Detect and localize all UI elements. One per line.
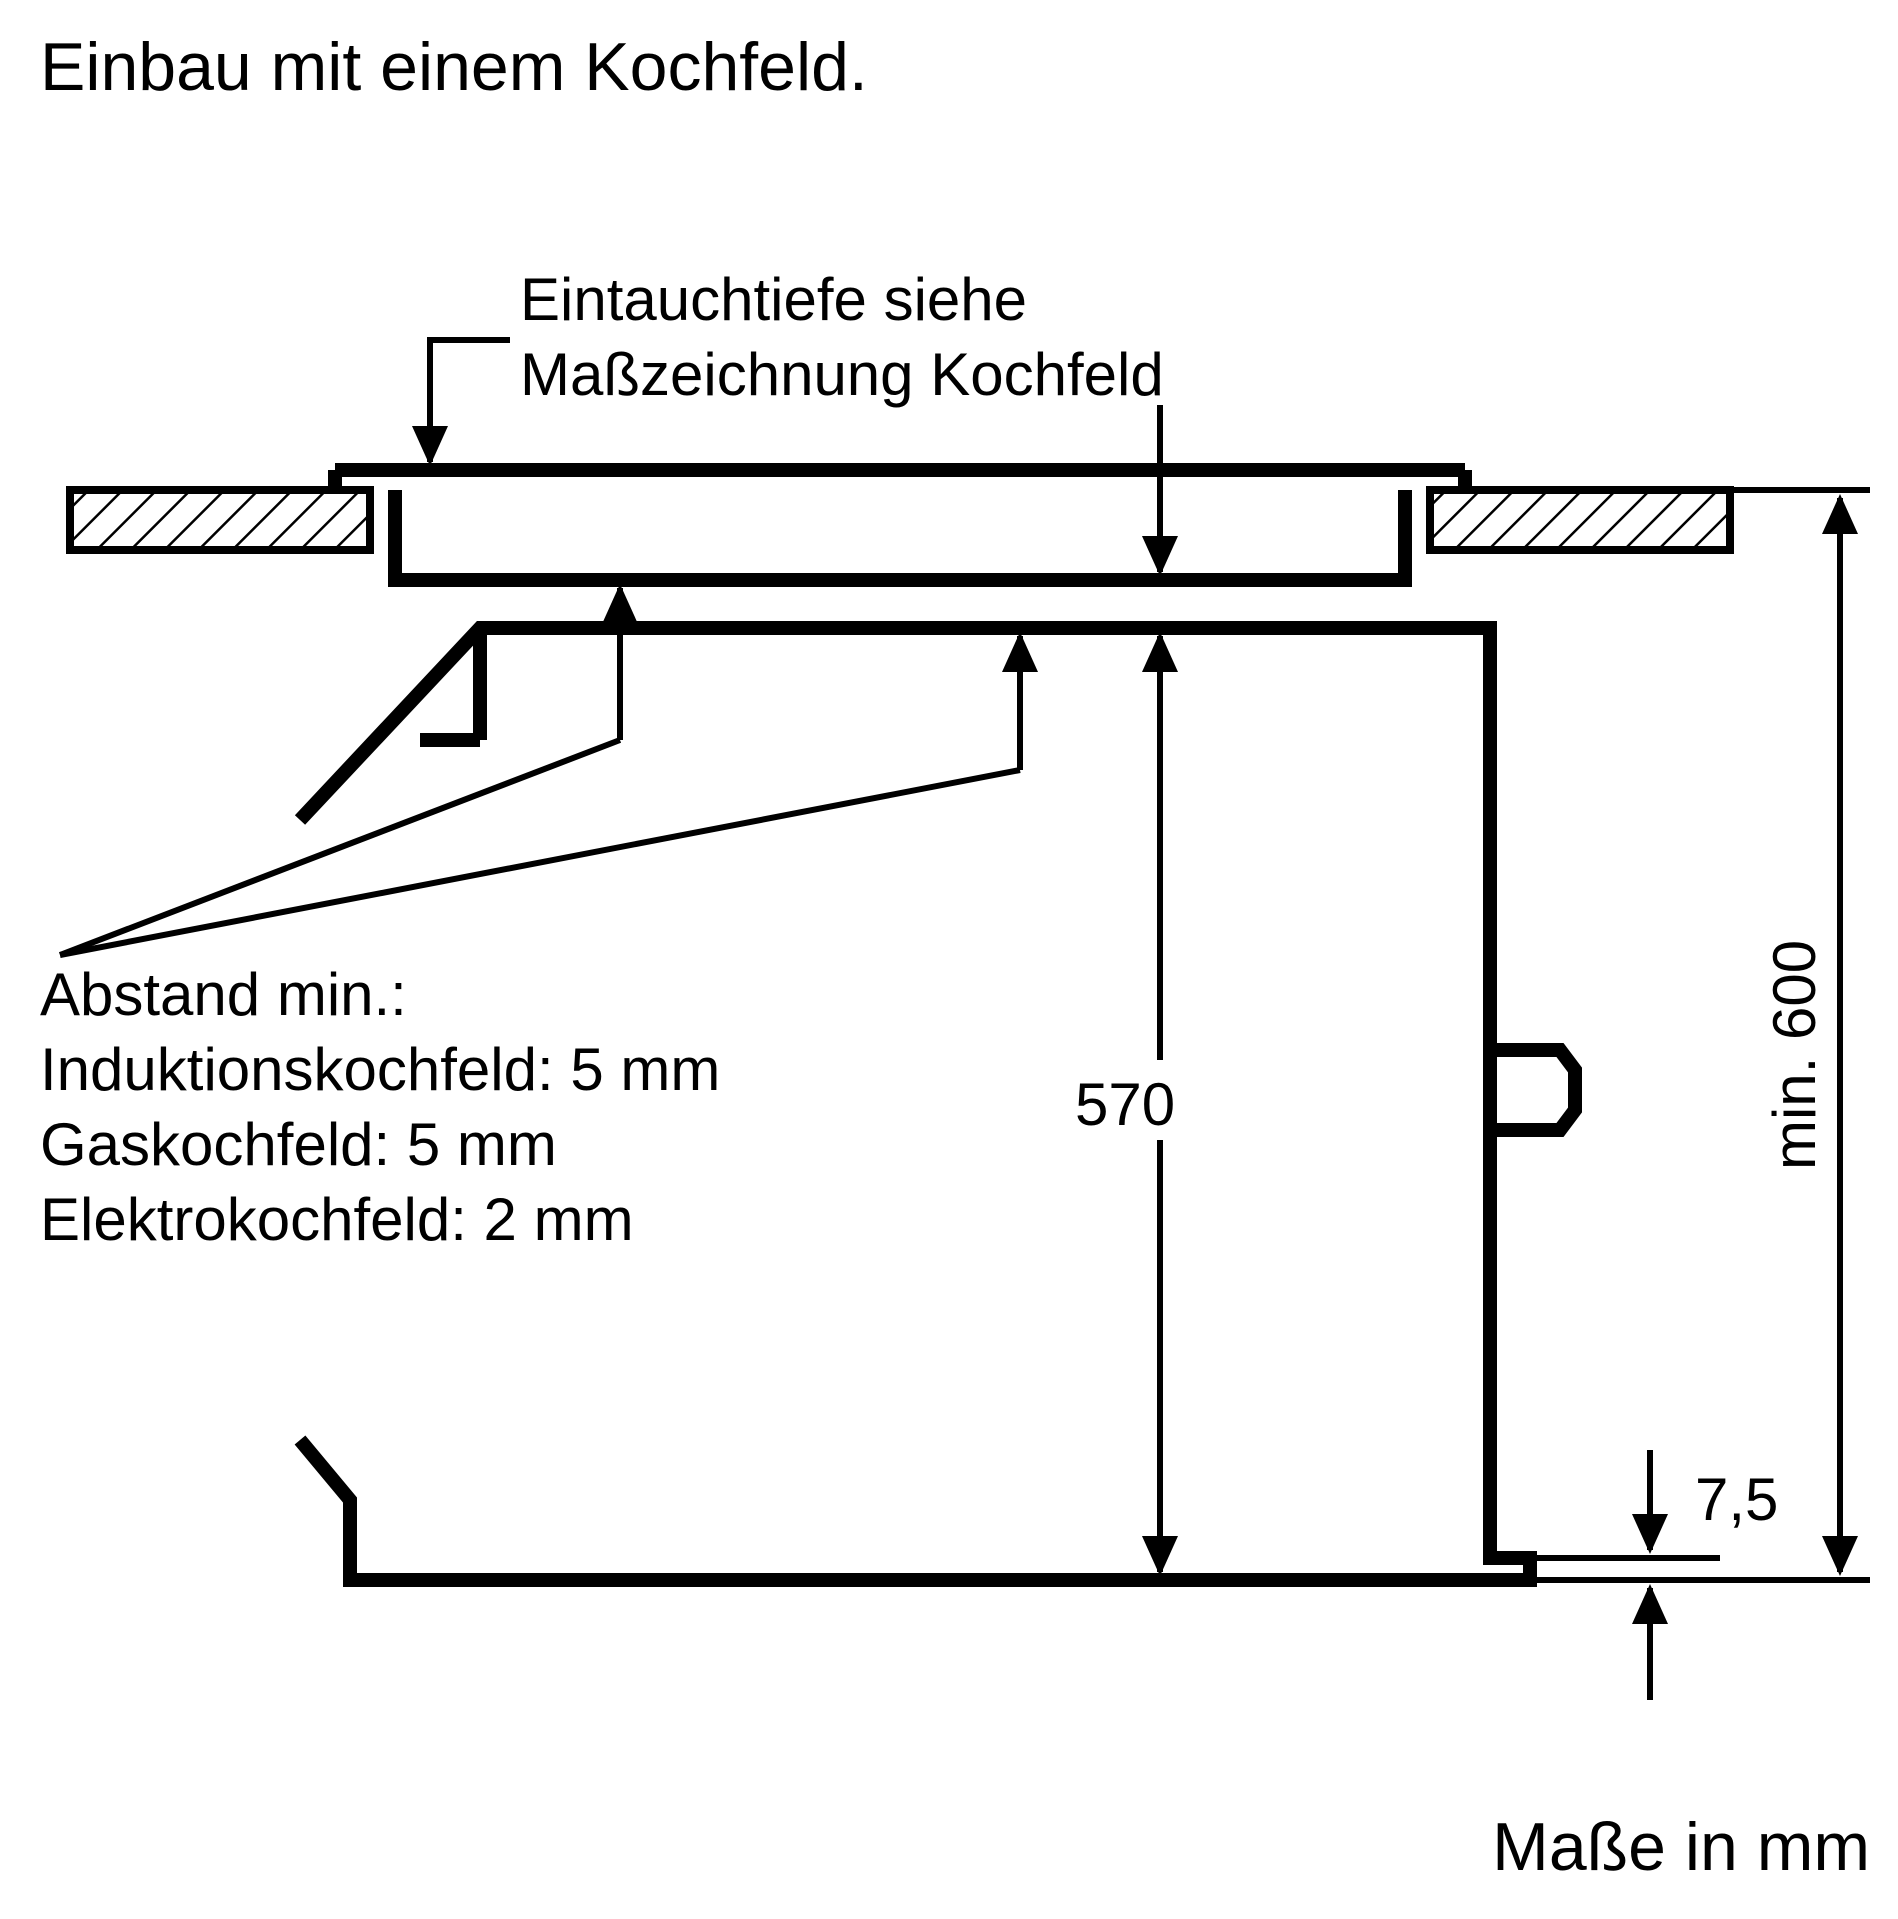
callout-abstand-line3: Gaskochfeld: 5 mm	[40, 1111, 557, 1178]
installation-diagram: Einbau mit einem Kochfeld. Eintauchtiefe…	[0, 0, 1898, 1919]
dim-570-label: 570	[1075, 1071, 1175, 1138]
hob-body	[395, 490, 1405, 580]
callout-abstand-line4: Elektrokochfeld: 2 mm	[40, 1186, 634, 1253]
callout-abstand-line1: Abstand min.:	[40, 961, 407, 1028]
dim-75-label: 7,5	[1695, 1466, 1778, 1533]
leader-abstand	[60, 770, 1020, 955]
callout-abstand-line2: Induktionskochfeld: 5 mm	[40, 1036, 720, 1103]
leader-eintauchtiefe	[430, 340, 510, 462]
diagram-title: Einbau mit einem Kochfeld.	[40, 29, 868, 105]
dim-600-label: min. 600	[1761, 940, 1828, 1170]
countertop-left	[70, 490, 370, 550]
callout-eintauchtiefe-line2: Maßzeichnung Kochfeld	[520, 341, 1164, 408]
oven-rear-connector	[1490, 1050, 1575, 1130]
countertop-right	[1430, 490, 1730, 550]
callout-eintauchtiefe-line1: Eintauchtiefe siehe	[520, 266, 1027, 333]
diagram-footer: Maße in mm	[1492, 1809, 1870, 1885]
oven-outline	[300, 628, 1530, 1580]
